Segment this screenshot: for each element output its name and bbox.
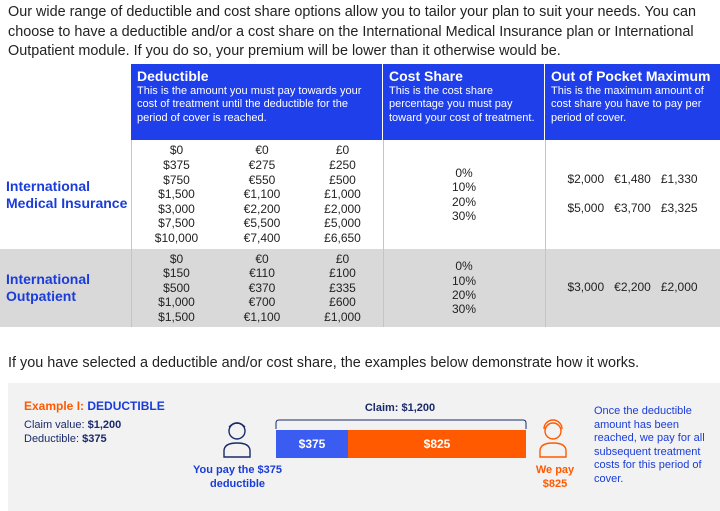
intro: Our wide range of deductible and cost sh… [8, 4, 696, 59]
cost-share-value: 0% [455, 259, 473, 274]
deductible-value: £100 [329, 266, 356, 281]
claim-line: Claim value: $1,200 [24, 418, 121, 432]
divider [383, 140, 384, 327]
deductible-value: $0 [169, 251, 184, 266]
cost-share-value: 20% [451, 194, 477, 209]
deductible-line: Deductible: $375 [24, 432, 121, 446]
oop-value: €1,480 [614, 172, 651, 186]
example-title: DEDUCTIBLE [87, 399, 165, 413]
oop-value: $3,000 [567, 280, 605, 294]
oop-value: $2,000 [567, 172, 605, 186]
we-pay: We pay $825 [535, 464, 575, 490]
claim-label: Claim value: [24, 419, 85, 431]
deductible-value: $7,500 [158, 216, 195, 231]
deductible-value: £2,000 [324, 201, 361, 216]
deductible-value: £335 [329, 280, 356, 295]
deductible-value: £6,650 [324, 231, 361, 245]
deductible-value: $1,500 [158, 309, 195, 324]
deductible-value: €0 [255, 143, 269, 158]
deductible-value: $150 [163, 266, 190, 281]
example-values: Claim value: $1,200 Deductible: $375 [24, 418, 121, 446]
deductible-label: Deductible: [24, 433, 80, 445]
oop-value: £3,325 [660, 201, 698, 215]
example-heading: Example I: DEDUCTIBLE [24, 399, 165, 413]
deductible-value: €5,500 [243, 216, 281, 231]
deductible-value: £250 [329, 158, 356, 172]
cost-share-value: 20% [451, 288, 477, 302]
we-icon [539, 419, 567, 458]
oop-value: €3,700 [614, 201, 651, 215]
bar-we [348, 430, 526, 458]
deductible-value: €2,200 [243, 201, 281, 216]
deductible-value: $500 [163, 280, 190, 295]
example-note: Once the deductible amount has been reac… [594, 405, 705, 485]
oop-value: €2,200 [614, 280, 651, 294]
you-pay: You pay the $375 deductible [192, 464, 283, 490]
deductible-value: $3,000 [158, 201, 195, 216]
cost-share-value: 0% [455, 165, 473, 180]
claim-value: $1,200 [87, 419, 122, 431]
deductible-value: €700 [248, 295, 276, 310]
deductible-value: $375 [163, 158, 190, 172]
cost-share-value: 10% [451, 273, 477, 288]
deductible-value: €550 [248, 172, 276, 187]
you-icon [223, 422, 251, 458]
row-label: International Medical Insurance [6, 177, 128, 211]
deductible-value: €275 [248, 158, 276, 172]
bar-you-label: $375 [299, 437, 326, 451]
header-deductible: Deductible This is the amount you must pa… [131, 64, 382, 140]
example-label: Example I: [24, 399, 85, 413]
deductible-value: £1,000 [324, 187, 361, 202]
cost-share-value: 10% [451, 180, 477, 195]
deductible-value: $1,500 [158, 187, 195, 202]
deductible-value: €1,100 [243, 309, 281, 324]
divider [131, 140, 132, 327]
oop-line: $2,000 €1,480 £1,330 [545, 172, 720, 186]
deductible-value: £0 [335, 143, 350, 158]
oop-line: $5,000 €3,700 £3,325 [545, 201, 720, 215]
examples-intro: If you have selected a deductible and/or… [8, 355, 640, 371]
deductible-value: £500 [329, 172, 356, 187]
cost-share-value: 30% [451, 208, 477, 223]
deductible-value: $375 [82, 433, 107, 445]
deductible-value: €7,400 [243, 231, 281, 245]
deductible-value: £0 [335, 251, 350, 266]
deductible-value: €0 [255, 251, 269, 266]
bar-we-label: $825 [424, 437, 451, 451]
row-label: International Outpatient [6, 271, 91, 304]
header-title: Cost Share [389, 68, 463, 84]
oop-value: £2,000 [660, 280, 698, 294]
cost-share-value: 30% [451, 302, 477, 317]
bar-title: Claim: $1,200 [365, 402, 435, 414]
example-graphic: $375 $825 Claim: $1,200 [223, 402, 567, 458]
header-desc: This is the amount you must pay towards … [137, 85, 362, 124]
deductible-value: $10,000 [154, 231, 199, 245]
header-cost-share: Cost Share This is the cost share percent… [383, 64, 544, 140]
deductible-value: €110 [249, 266, 275, 281]
header-desc: This is the cost share percentage you mu… [389, 85, 535, 124]
bar-you [276, 430, 348, 458]
deductible-value: $0 [169, 143, 184, 158]
row-band [0, 249, 720, 327]
deductible-value: €370 [248, 280, 276, 295]
oop-value: $5,000 [567, 201, 605, 215]
deductible-value: £1,000 [324, 309, 361, 324]
deductible-value: $750 [163, 172, 190, 187]
header-title: Out of Pocket Maximum [551, 68, 711, 84]
bracket [275, 419, 527, 429]
header-title: Deductible [137, 68, 209, 84]
deductible-value: $1,000 [158, 295, 195, 310]
header-desc: This is the maximum amount of cost share… [551, 85, 704, 124]
deductible-value: £5,000 [324, 216, 361, 231]
header-oop: Out of Pocket Maximum This is the maximum… [545, 64, 720, 140]
divider [545, 140, 546, 327]
deductible-value: £600 [329, 295, 356, 310]
oop-line: $3,000 €2,200 £2,000 [545, 280, 720, 294]
oop-value: £1,330 [660, 172, 698, 186]
deductible-value: €1,100 [243, 187, 281, 202]
